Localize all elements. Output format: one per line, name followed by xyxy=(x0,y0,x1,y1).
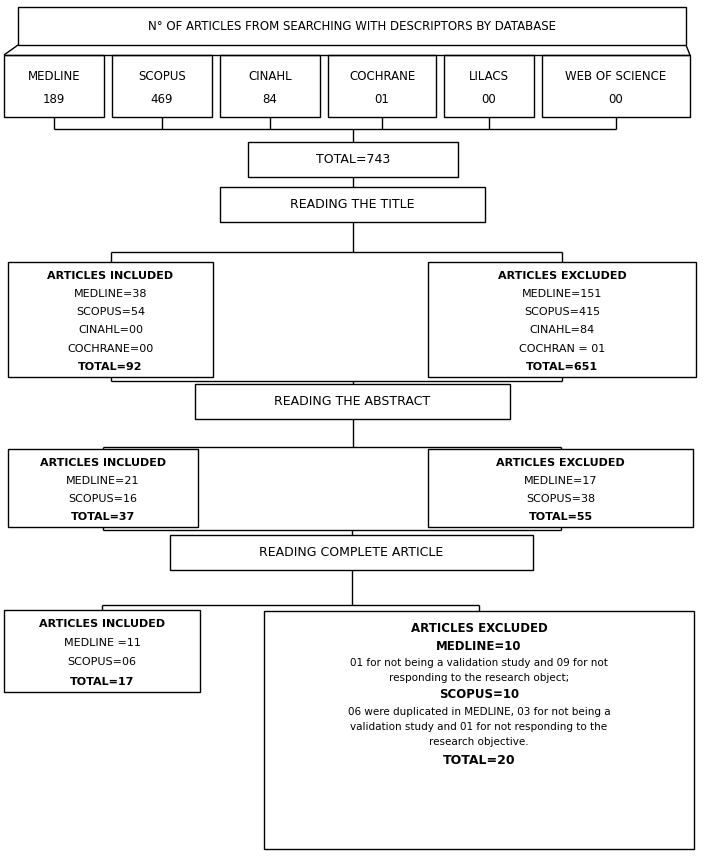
Text: MEDLINE =11: MEDLINE =11 xyxy=(64,638,140,649)
Bar xyxy=(4,610,200,692)
Text: COCHRANE=00: COCHRANE=00 xyxy=(67,343,154,354)
Bar xyxy=(4,55,104,117)
Text: TOTAL=17: TOTAL=17 xyxy=(70,676,134,687)
Text: SCOPUS=38: SCOPUS=38 xyxy=(526,494,595,504)
Bar xyxy=(8,262,213,377)
Text: ARTICLES INCLUDED: ARTICLES INCLUDED xyxy=(40,458,166,467)
Text: MEDLINE=17: MEDLINE=17 xyxy=(524,476,597,486)
Text: ARTICLES EXCLUDED: ARTICLES EXCLUDED xyxy=(411,623,547,636)
Text: SCOPUS=54: SCOPUS=54 xyxy=(76,307,145,317)
Bar xyxy=(248,142,458,177)
Text: SCOPUS=10: SCOPUS=10 xyxy=(439,688,519,701)
Text: LILACS: LILACS xyxy=(469,70,509,83)
Text: 469: 469 xyxy=(151,93,173,106)
Text: validation study and 01 for not responding to the: validation study and 01 for not respondi… xyxy=(350,722,608,732)
Text: TOTAL=20: TOTAL=20 xyxy=(443,754,515,767)
Text: MEDLINE=151: MEDLINE=151 xyxy=(522,289,602,299)
Bar xyxy=(264,611,694,849)
Bar xyxy=(328,55,436,117)
Text: READING THE TITLE: READING THE TITLE xyxy=(290,198,414,211)
Text: ARTICLES EXCLUDED: ARTICLES EXCLUDED xyxy=(498,271,626,281)
Text: SCOPUS=06: SCOPUS=06 xyxy=(68,657,136,668)
Text: 01 for not being a validation study and 09 for not: 01 for not being a validation study and … xyxy=(350,658,608,668)
Text: responding to the research object;: responding to the research object; xyxy=(389,673,569,683)
Bar xyxy=(428,262,696,377)
Bar xyxy=(220,187,485,222)
Text: ARTICLES INCLUDED: ARTICLES INCLUDED xyxy=(39,619,165,629)
Text: research objective.: research objective. xyxy=(429,737,529,747)
Text: WEB OF SCIENCE: WEB OF SCIENCE xyxy=(566,70,666,83)
Text: ARTICLES INCLUDED: ARTICLES INCLUDED xyxy=(47,271,174,281)
Bar xyxy=(220,55,320,117)
Text: MEDLINE: MEDLINE xyxy=(28,70,80,83)
Text: MEDLINE=10: MEDLINE=10 xyxy=(436,640,522,653)
Text: 84: 84 xyxy=(263,93,277,106)
Text: MEDLINE=38: MEDLINE=38 xyxy=(73,289,148,299)
Bar xyxy=(170,535,533,570)
Text: SCOPUS: SCOPUS xyxy=(138,70,186,83)
Text: 06 were duplicated in MEDLINE, 03 for not being a: 06 were duplicated in MEDLINE, 03 for no… xyxy=(347,707,610,717)
Bar xyxy=(428,449,693,527)
Text: COCHRANE: COCHRANE xyxy=(349,70,415,83)
Text: READING THE ABSTRACT: READING THE ABSTRACT xyxy=(275,395,431,408)
Text: CINAHL=84: CINAHL=84 xyxy=(530,325,594,336)
Text: 00: 00 xyxy=(609,93,623,106)
Bar xyxy=(195,384,510,419)
Text: CINAHL=00: CINAHL=00 xyxy=(78,325,143,336)
Text: TOTAL=651: TOTAL=651 xyxy=(526,362,598,372)
Text: TOTAL=743: TOTAL=743 xyxy=(316,153,390,166)
Bar xyxy=(18,7,686,45)
Text: CINAHL: CINAHL xyxy=(249,70,292,83)
Bar xyxy=(112,55,212,117)
Text: 189: 189 xyxy=(43,93,65,106)
Text: SCOPUS=415: SCOPUS=415 xyxy=(524,307,600,317)
Text: TOTAL=55: TOTAL=55 xyxy=(528,512,592,522)
Bar xyxy=(444,55,534,117)
Text: SCOPUS=16: SCOPUS=16 xyxy=(68,494,138,504)
Text: ARTICLES EXCLUDED: ARTICLES EXCLUDED xyxy=(496,458,625,467)
Text: COCHRAN = 01: COCHRAN = 01 xyxy=(519,343,605,354)
Bar xyxy=(8,449,198,527)
Text: N° OF ARTICLES FROM SEARCHING WITH DESCRIPTORS BY DATABASE: N° OF ARTICLES FROM SEARCHING WITH DESCR… xyxy=(148,19,556,32)
Text: MEDLINE=21: MEDLINE=21 xyxy=(66,476,140,486)
Text: 00: 00 xyxy=(481,93,496,106)
Text: 01: 01 xyxy=(375,93,390,106)
Text: READING COMPLETE ARTICLE: READING COMPLETE ARTICLE xyxy=(259,546,443,559)
Text: TOTAL=37: TOTAL=37 xyxy=(71,512,135,522)
Text: TOTAL=92: TOTAL=92 xyxy=(78,362,143,372)
Bar xyxy=(542,55,690,117)
